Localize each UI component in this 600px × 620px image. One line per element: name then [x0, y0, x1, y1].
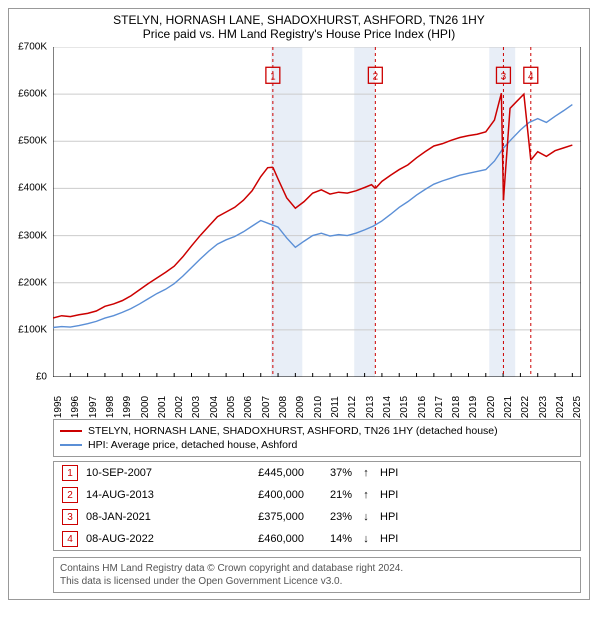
x-tick-label: 2011 [330, 396, 341, 418]
legend-swatch-red [60, 430, 82, 432]
x-tick-label: 2005 [226, 396, 237, 418]
chart-container: STELYN, HORNASH LANE, SHADOXHURST, ASHFO… [8, 8, 590, 600]
footer-line2: This data is licensed under the Open Gov… [60, 575, 574, 588]
transaction-pct: 21% [312, 489, 352, 501]
x-tick-label: 2021 [503, 396, 514, 418]
transaction-marker: 2 [62, 487, 78, 503]
x-tick-label: 2001 [157, 396, 168, 418]
x-tick-label: 2002 [174, 396, 185, 418]
transaction-date: 08-AUG-2022 [86, 533, 206, 545]
svg-text:3: 3 [501, 71, 507, 82]
title-block: STELYN, HORNASH LANE, SHADOXHURST, ASHFO… [9, 9, 589, 43]
x-tick-label: 2000 [140, 396, 151, 418]
x-tick-label: 2020 [486, 396, 497, 418]
y-tick-label: £100K [18, 324, 47, 335]
x-tick-label: 2019 [468, 396, 479, 418]
x-tick-label: 1999 [122, 396, 133, 418]
transactions-table: 1 10-SEP-2007 £445,000 37% ↑ HPI 2 14-AUG-2013 £… [53, 461, 581, 551]
x-tick-label: 2024 [555, 396, 566, 418]
transaction-pct: 14% [312, 533, 352, 545]
transaction-price: £400,000 [214, 489, 304, 501]
x-tick-label: 2023 [538, 396, 549, 418]
transaction-date: 10-SEP-2007 [86, 467, 206, 479]
x-axis-labels: 1995199619971998199920002001200220032004… [53, 377, 581, 413]
x-tick-label: 2006 [243, 396, 254, 418]
legend-swatch-blue [60, 444, 82, 446]
x-tick-label: 2003 [191, 396, 202, 418]
x-tick-label: 2016 [417, 396, 428, 418]
x-tick-label: 2012 [347, 396, 358, 418]
y-axis-labels: £0£100K£200K£300K£400K£500K£600K£700K [9, 47, 51, 377]
x-tick-label: 1997 [88, 396, 99, 418]
transaction-date: 08-JAN-2021 [86, 511, 206, 523]
transaction-hpi-label: HPI [380, 511, 420, 523]
x-tick-label: 2014 [382, 396, 393, 418]
transaction-row: 2 14-AUG-2013 £400,000 21% ↑ HPI [54, 484, 580, 506]
transaction-marker: 1 [62, 465, 78, 481]
transaction-marker: 3 [62, 509, 78, 525]
y-tick-label: £300K [18, 230, 47, 241]
footer-line1: Contains HM Land Registry data © Crown c… [60, 562, 574, 575]
transaction-hpi-label: HPI [380, 533, 420, 545]
arrow-icon: ↓ [360, 511, 372, 523]
x-tick-label: 2017 [434, 396, 445, 418]
transaction-price: £375,000 [214, 511, 304, 523]
x-tick-label: 2013 [365, 396, 376, 418]
x-tick-label: 2004 [209, 396, 220, 418]
arrow-icon: ↑ [360, 489, 372, 501]
x-tick-label: 2009 [295, 396, 306, 418]
transaction-hpi-label: HPI [380, 489, 420, 501]
transaction-pct: 37% [312, 467, 352, 479]
plot-area: £0£100K£200K£300K£400K£500K£600K£700K 12… [53, 47, 581, 377]
transaction-price: £460,000 [214, 533, 304, 545]
x-tick-label: 2007 [261, 396, 272, 418]
transaction-hpi-label: HPI [380, 467, 420, 479]
x-tick-label: 1996 [70, 396, 81, 418]
svg-text:1: 1 [270, 71, 276, 82]
x-tick-label: 2015 [399, 396, 410, 418]
legend: STELYN, HORNASH LANE, SHADOXHURST, ASHFO… [53, 419, 581, 457]
transaction-row: 3 08-JAN-2021 £375,000 23% ↓ HPI [54, 506, 580, 528]
y-tick-label: £600K [18, 89, 47, 100]
x-tick-label: 1995 [53, 396, 64, 418]
footer: Contains HM Land Registry data © Crown c… [53, 557, 581, 593]
legend-label-property: STELYN, HORNASH LANE, SHADOXHURST, ASHFO… [88, 425, 498, 437]
legend-label-hpi: HPI: Average price, detached house, Ashf… [88, 439, 297, 451]
x-tick-label: 2008 [278, 396, 289, 418]
y-tick-label: £200K [18, 277, 47, 288]
x-tick-label: 2018 [451, 396, 462, 418]
y-tick-label: £700K [18, 42, 47, 53]
x-tick-label: 1998 [105, 396, 116, 418]
y-tick-label: £400K [18, 183, 47, 194]
transaction-row: 1 10-SEP-2007 £445,000 37% ↑ HPI [54, 462, 580, 484]
arrow-icon: ↑ [360, 467, 372, 479]
svg-text:4: 4 [528, 71, 534, 82]
chart-title-1: STELYN, HORNASH LANE, SHADOXHURST, ASHFO… [9, 13, 589, 27]
arrow-icon: ↓ [360, 533, 372, 545]
legend-item-property: STELYN, HORNASH LANE, SHADOXHURST, ASHFO… [60, 424, 574, 438]
transaction-pct: 23% [312, 511, 352, 523]
transaction-date: 14-AUG-2013 [86, 489, 206, 501]
svg-text:2: 2 [373, 71, 379, 82]
transaction-marker: 4 [62, 531, 78, 547]
chart-svg: 1 2 3 4 [53, 47, 581, 377]
x-tick-label: 2010 [313, 396, 324, 418]
x-tick-label: 2025 [572, 396, 583, 418]
transaction-price: £445,000 [214, 467, 304, 479]
y-tick-label: £500K [18, 136, 47, 147]
transaction-row: 4 08-AUG-2022 £460,000 14% ↓ HPI [54, 528, 580, 550]
chart-title-2: Price paid vs. HM Land Registry's House … [9, 27, 589, 41]
legend-item-hpi: HPI: Average price, detached house, Ashf… [60, 438, 574, 452]
x-tick-label: 2022 [520, 396, 531, 418]
y-tick-label: £0 [36, 372, 47, 383]
